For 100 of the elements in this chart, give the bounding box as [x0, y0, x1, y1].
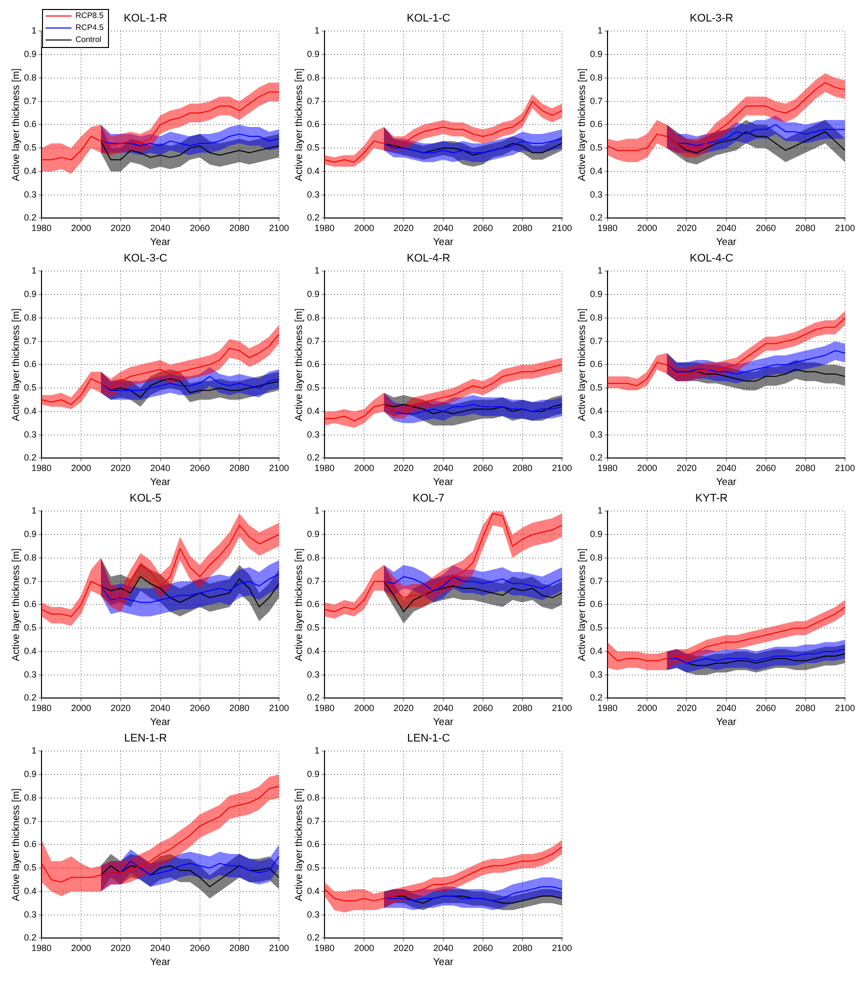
y-tick-label: 1 — [597, 26, 603, 36]
y-tick-label: 0.4 — [306, 886, 320, 896]
x-tick-label: 2060 — [756, 223, 776, 234]
y-tick-label: 0.9 — [590, 529, 603, 540]
y-tick-label: 0.8 — [590, 312, 603, 322]
x-tick-label: 2020 — [394, 463, 414, 474]
x-tick-label: 1980 — [314, 943, 335, 954]
x-axis-title: Year — [433, 476, 454, 488]
x-axis-title: Year — [433, 716, 454, 728]
chart-title: KYT-R — [695, 492, 728, 505]
x-tick-label: 2040 — [433, 223, 454, 234]
x-tick-label: 2000 — [637, 463, 658, 474]
y-tick-label: 0.9 — [306, 289, 320, 300]
x-tick-label: 2100 — [552, 703, 572, 714]
y-tick-label: 0.7 — [306, 576, 320, 586]
x-axis-title: Year — [150, 956, 172, 968]
x-tick-label: 2100 — [834, 463, 856, 474]
y-tick-label: 0.3 — [24, 909, 37, 920]
x-tick-label: 2020 — [110, 943, 131, 954]
y-tick-label: 0.2 — [24, 212, 37, 223]
y-tick-label: 0.9 — [306, 529, 320, 540]
y-tick-label: 0.3 — [590, 429, 603, 440]
x-tick-label: 2020 — [394, 943, 414, 954]
y-tick-label: 0.6 — [590, 359, 603, 370]
x-tick-label: 2060 — [190, 223, 210, 234]
y-tick-label: 0.6 — [590, 119, 603, 130]
chart-title: KOL-3-R — [690, 12, 734, 25]
x-tick-label: 2000 — [637, 703, 658, 714]
y-tick-label: 0.8 — [306, 72, 320, 82]
x-tick-label: 2020 — [110, 703, 131, 714]
x-tick-label: 2000 — [71, 703, 92, 714]
y-tick-label: 0.7 — [306, 96, 320, 106]
y-tick-label: 0.6 — [24, 599, 37, 610]
x-tick-label: 2000 — [637, 223, 658, 234]
legend-label: RCP8.5 — [76, 11, 104, 20]
chart-title: KOL-5 — [130, 492, 162, 505]
chart-title: KOL-7 — [412, 492, 444, 505]
x-axis-title: Year — [150, 476, 172, 488]
x-tick-label: 2040 — [150, 943, 170, 954]
x-tick-label: 2100 — [834, 223, 856, 234]
y-tick-label: 0.2 — [306, 212, 320, 223]
x-tick-label: 2000 — [354, 703, 374, 714]
y-tick-label: 1 — [31, 266, 37, 276]
x-tick-label: 1980 — [314, 223, 335, 234]
x-tick-label: 2040 — [150, 223, 170, 234]
x-tick-label: 2000 — [71, 463, 92, 474]
legend-label: Control — [76, 35, 102, 44]
x-tick-label: 2080 — [512, 943, 532, 954]
y-axis-title: Active layer thickness [m] — [294, 548, 305, 662]
chart-title: KOL-1-R — [124, 12, 168, 25]
x-tick-label: 2080 — [512, 703, 532, 714]
y-tick-label: 0.4 — [306, 646, 320, 656]
chart-title: KOL-3-C — [124, 252, 168, 265]
y-tick-label: 0.7 — [306, 816, 320, 826]
x-tick-label: 2100 — [268, 943, 290, 954]
x-tick-label: 2020 — [676, 463, 697, 474]
y-tick-label: 0.3 — [306, 909, 320, 920]
y-tick-label: 0.3 — [24, 429, 37, 440]
x-tick-label: 2000 — [354, 223, 374, 234]
x-tick-label: 2000 — [71, 943, 92, 954]
y-tick-label: 0.3 — [590, 669, 603, 680]
x-tick-label: 2080 — [512, 223, 532, 234]
y-tick-label: 0.5 — [306, 862, 320, 873]
y-tick-label: 0.4 — [590, 646, 603, 656]
chart-title: KOL-1-C — [406, 12, 450, 25]
y-tick-label: 0.9 — [24, 49, 37, 60]
y-tick-label: 0.2 — [306, 452, 320, 463]
y-axis-title: Active layer thickness [m] — [294, 788, 305, 902]
x-tick-label: 2040 — [150, 703, 170, 714]
x-tick-label: 2100 — [834, 703, 856, 714]
y-tick-label: 1 — [31, 26, 37, 36]
y-tick-label: 0.3 — [590, 189, 603, 200]
y-tick-label: 0.5 — [24, 382, 37, 393]
x-tick-label: 2040 — [716, 463, 736, 474]
y-tick-label: 0.4 — [590, 406, 603, 416]
x-tick-label: 1980 — [314, 703, 335, 714]
x-tick-label: 2040 — [433, 703, 454, 714]
x-axis-title: Year — [716, 476, 738, 488]
y-tick-label: 0.9 — [24, 769, 37, 780]
y-tick-label: 0.5 — [590, 142, 603, 153]
y-tick-label: 0.2 — [590, 692, 603, 703]
x-tick-label: 1980 — [597, 703, 618, 714]
y-tick-label: 0.3 — [306, 669, 320, 680]
x-tick-label: 2100 — [552, 943, 572, 954]
y-tick-label: 0.8 — [590, 72, 603, 82]
x-tick-label: 2080 — [229, 463, 250, 474]
x-tick-label: 2020 — [676, 703, 697, 714]
x-tick-label: 2060 — [472, 703, 493, 714]
y-tick-label: 0.8 — [306, 792, 320, 802]
y-tick-label: 0.8 — [306, 552, 320, 562]
y-tick-label: 0.7 — [590, 576, 603, 586]
y-axis-title: Active layer thickness [m] — [10, 68, 22, 182]
y-tick-label: 0.5 — [306, 142, 320, 153]
y-tick-label: 0.3 — [306, 189, 320, 200]
y-axis-title: Active layer thickness [m] — [10, 548, 22, 662]
x-tick-label: 2100 — [268, 463, 290, 474]
x-axis-title: Year — [150, 236, 172, 248]
y-tick-label: 0.7 — [24, 336, 37, 346]
x-tick-label: 1980 — [597, 463, 618, 474]
y-tick-label: 0.6 — [590, 599, 603, 610]
